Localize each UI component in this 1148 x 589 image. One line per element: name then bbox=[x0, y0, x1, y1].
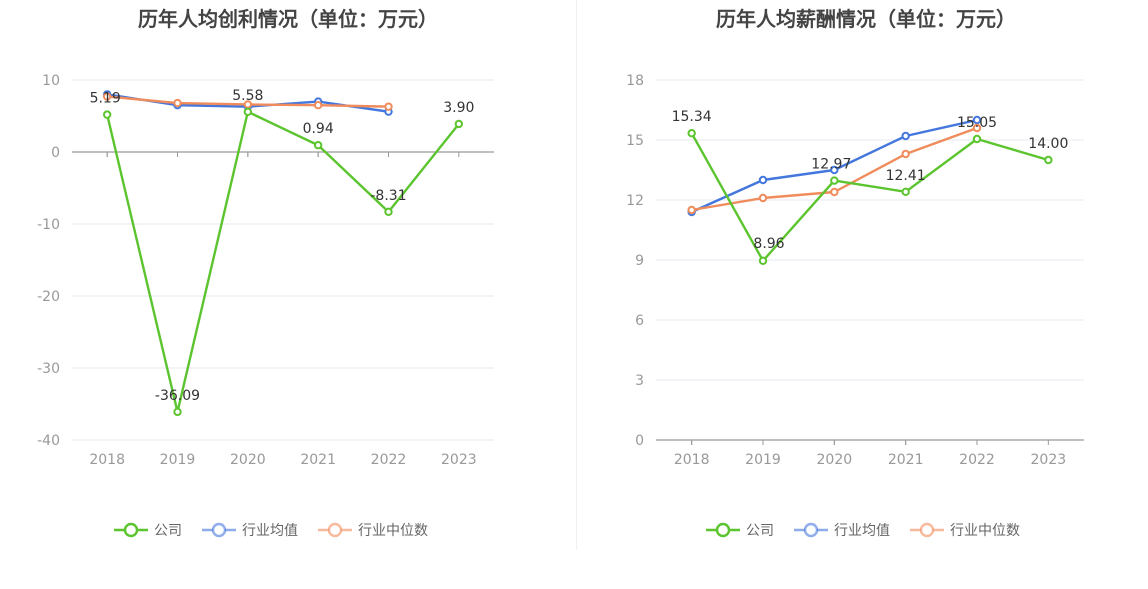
data-point-industry-median bbox=[758, 193, 768, 203]
data-point-company bbox=[1044, 155, 1053, 165]
profit-per-capita-chart: 历年人均创利情况（单位：万元） 10 0 -10 -20 -30 -40 2018 2019 20… bbox=[37, 7, 494, 539]
y-tick-label: 15 bbox=[626, 133, 644, 149]
data-label: 14.00 bbox=[1028, 136, 1068, 152]
data-label: 12.41 bbox=[886, 168, 926, 184]
y-tick-label: -20 bbox=[37, 289, 60, 305]
salary-per-capita-chart: 历年人均薪酬情况（单位：万元） 18 15 12 9 6 3 0 2018 2019 2020 202… bbox=[626, 7, 1084, 539]
legend-item-company[interactable]: 公司 bbox=[706, 522, 774, 539]
y-tick-label: -10 bbox=[37, 217, 60, 233]
data-point-industry-average bbox=[758, 175, 768, 185]
x-tick-label: 2021 bbox=[888, 452, 924, 468]
data-point-company bbox=[758, 256, 768, 265]
series-line-company bbox=[105, 110, 460, 414]
data-point-industry-average bbox=[830, 165, 839, 175]
panel-divider bbox=[576, 0, 577, 550]
legend-label: 行业均值 bbox=[834, 523, 890, 539]
data-point-company bbox=[173, 407, 182, 417]
y-tick-label: 0 bbox=[51, 145, 60, 161]
data-label: 8.96 bbox=[753, 236, 784, 252]
y-tick-label: 12 bbox=[626, 193, 644, 209]
x-tick-label: 2023 bbox=[1031, 452, 1067, 468]
data-label: -36.09 bbox=[155, 388, 200, 404]
y-tick-label: -40 bbox=[37, 433, 60, 449]
y-tick-label: 0 bbox=[635, 433, 644, 449]
y-tick-label: 6 bbox=[635, 313, 644, 329]
data-label: 5.58 bbox=[232, 88, 263, 104]
legend-label: 行业中位数 bbox=[950, 523, 1020, 539]
legend-marker-icon bbox=[327, 522, 343, 538]
series-line-company bbox=[690, 132, 1049, 262]
data-label: 12.97 bbox=[811, 157, 851, 173]
data-point-industry-median bbox=[384, 102, 393, 111]
chart-title: 历年人均创利情况（单位：万元） bbox=[138, 7, 438, 31]
data-point-industry-median bbox=[687, 205, 696, 215]
data-point-company bbox=[313, 141, 323, 150]
y-tick-label: 3 bbox=[635, 373, 644, 389]
legend-item-company[interactable]: 公司 bbox=[114, 522, 182, 539]
legend-item-industry-median[interactable]: 行业中位数 bbox=[318, 522, 428, 539]
data-point-company bbox=[901, 187, 910, 197]
legend-marker-icon bbox=[123, 522, 139, 538]
legend-marker-icon bbox=[919, 522, 935, 538]
x-tick-label: 2022 bbox=[371, 452, 407, 468]
legend-label: 行业中位数 bbox=[358, 523, 428, 539]
legend-label: 行业均值 bbox=[242, 523, 298, 539]
data-label: -8.31 bbox=[370, 188, 406, 204]
data-label: 3.90 bbox=[443, 100, 474, 116]
data-point-company bbox=[102, 110, 112, 119]
data-point-industry-median bbox=[901, 149, 910, 159]
data-point-industry-median bbox=[102, 92, 112, 101]
x-tick-label: 2019 bbox=[745, 452, 781, 468]
data-point-company bbox=[687, 129, 696, 138]
data-label: 5.19 bbox=[90, 91, 121, 107]
y-tick-label: 10 bbox=[42, 73, 60, 89]
x-tick-label: 2023 bbox=[441, 452, 477, 468]
data-label: 15.34 bbox=[672, 109, 712, 125]
chart-title: 历年人均薪酬情况（单位：万元） bbox=[716, 7, 1016, 31]
x-tick-label: 2022 bbox=[959, 452, 995, 468]
y-tick-label: 9 bbox=[635, 253, 644, 269]
x-tick-label: 2018 bbox=[674, 452, 710, 468]
x-tick-label: 2018 bbox=[89, 452, 125, 468]
data-point-industry-median bbox=[173, 98, 182, 108]
legend-marker-icon bbox=[211, 522, 227, 538]
data-point-industry-median bbox=[972, 123, 982, 133]
y-tick-label: -30 bbox=[37, 361, 60, 377]
y-tick-label: 18 bbox=[626, 73, 644, 89]
legend-item-industry-average[interactable]: 行业均值 bbox=[794, 522, 890, 539]
data-point-company bbox=[454, 119, 464, 129]
x-tick-label: 2020 bbox=[817, 452, 853, 468]
data-point-industry-average bbox=[901, 131, 910, 141]
data-label: 15.05 bbox=[957, 115, 997, 131]
data-point-company bbox=[243, 107, 253, 117]
data-point-industry-median bbox=[313, 101, 323, 110]
x-tick-label: 2020 bbox=[230, 452, 266, 468]
legend-item-industry-average[interactable]: 行业均值 bbox=[202, 522, 298, 539]
data-point-industry-median bbox=[830, 187, 839, 197]
legend-item-industry-median[interactable]: 行业中位数 bbox=[910, 522, 1020, 539]
legend-label: 公司 bbox=[154, 523, 182, 539]
x-tick-label: 2021 bbox=[300, 452, 336, 468]
data-point-company bbox=[384, 207, 393, 217]
x-tick-label: 2019 bbox=[160, 452, 196, 468]
legend-marker-icon bbox=[803, 522, 819, 538]
data-point-company bbox=[830, 176, 839, 185]
data-point-company bbox=[972, 134, 982, 144]
legend-label: 公司 bbox=[746, 523, 774, 539]
data-point-industry-average bbox=[972, 115, 982, 125]
data-label: 0.94 bbox=[303, 121, 334, 137]
legend-marker-icon bbox=[715, 522, 731, 538]
